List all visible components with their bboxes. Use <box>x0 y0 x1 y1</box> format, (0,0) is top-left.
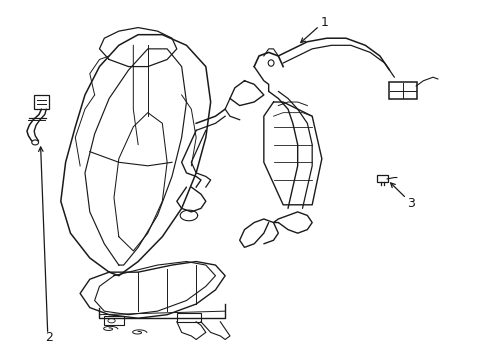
Text: 3: 3 <box>407 197 414 210</box>
Text: 2: 2 <box>45 331 53 344</box>
Text: 1: 1 <box>320 16 327 29</box>
